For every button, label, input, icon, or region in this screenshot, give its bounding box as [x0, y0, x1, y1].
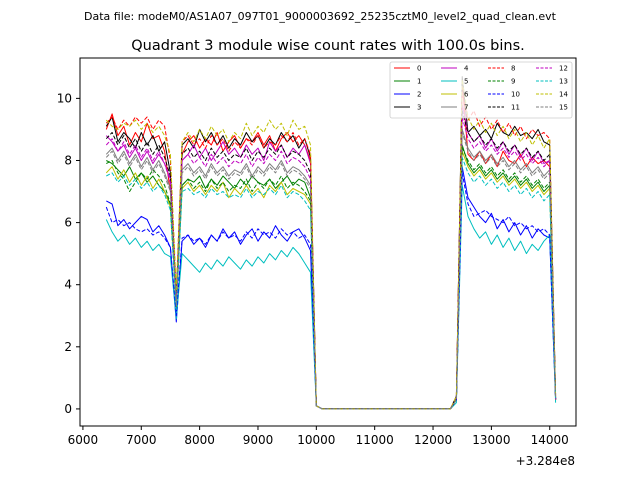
series-layer [105, 76, 557, 410]
chart-title: Quadrant 3 module wise count rates with … [131, 38, 525, 54]
y-axis-ticks: 0 2 4 6 8 10 [57, 91, 80, 416]
x-tick-label: 10000 [297, 433, 335, 447]
legend-label-9: 9 [511, 78, 515, 86]
legend-label-5: 5 [464, 78, 468, 86]
legend-label-15: 15 [559, 104, 568, 112]
legend-label-4: 4 [464, 65, 469, 73]
x-tick-label: 8000 [184, 433, 215, 447]
legend-label-10: 10 [511, 91, 520, 99]
x-axis-offset-label: +3.284e8 [516, 454, 575, 468]
series-line-10 [105, 172, 557, 410]
legend-label-13: 13 [559, 78, 568, 86]
series-line-15 [105, 132, 557, 410]
x-tick-label: 6000 [68, 433, 99, 447]
x-axis-ticks: 6000 7000 8000 9000 10000 11000 12000 13000 1400… [68, 426, 569, 447]
y-tick-label: 10 [57, 91, 72, 105]
legend-frame [389, 61, 573, 119]
legend-label-12: 12 [559, 65, 568, 73]
x-tick-label: 11000 [356, 433, 394, 447]
x-tick-label: 13000 [472, 433, 510, 447]
x-tick-label: 9000 [243, 433, 274, 447]
y-tick-label: 0 [64, 402, 72, 416]
y-tick-label: 4 [64, 278, 72, 292]
y-tick-label: 8 [64, 153, 72, 167]
legend-label-1: 1 [417, 78, 421, 86]
legend-label-7: 7 [464, 104, 468, 112]
legend-label-8: 8 [511, 65, 515, 73]
legend-label-6: 6 [464, 91, 469, 99]
legend-label-14: 14 [559, 91, 568, 99]
plot-frame [79, 57, 577, 427]
x-tick-label: 12000 [414, 433, 452, 447]
series-line-9 [106, 147, 557, 410]
legend-label-0: 0 [417, 65, 421, 73]
y-tick-label: 2 [64, 340, 72, 354]
series-line-1 [106, 144, 557, 410]
legend-label-3: 3 [417, 104, 421, 112]
x-tick-label: 7000 [126, 433, 157, 447]
legend-label-2: 2 [417, 91, 421, 99]
legend-label-11: 11 [511, 104, 520, 112]
y-tick-label: 6 [64, 216, 72, 230]
x-tick-label: 14000 [531, 433, 569, 447]
chart-suptitle: Data file: modeM0/AS1A07_097T01_90000036… [84, 10, 557, 23]
